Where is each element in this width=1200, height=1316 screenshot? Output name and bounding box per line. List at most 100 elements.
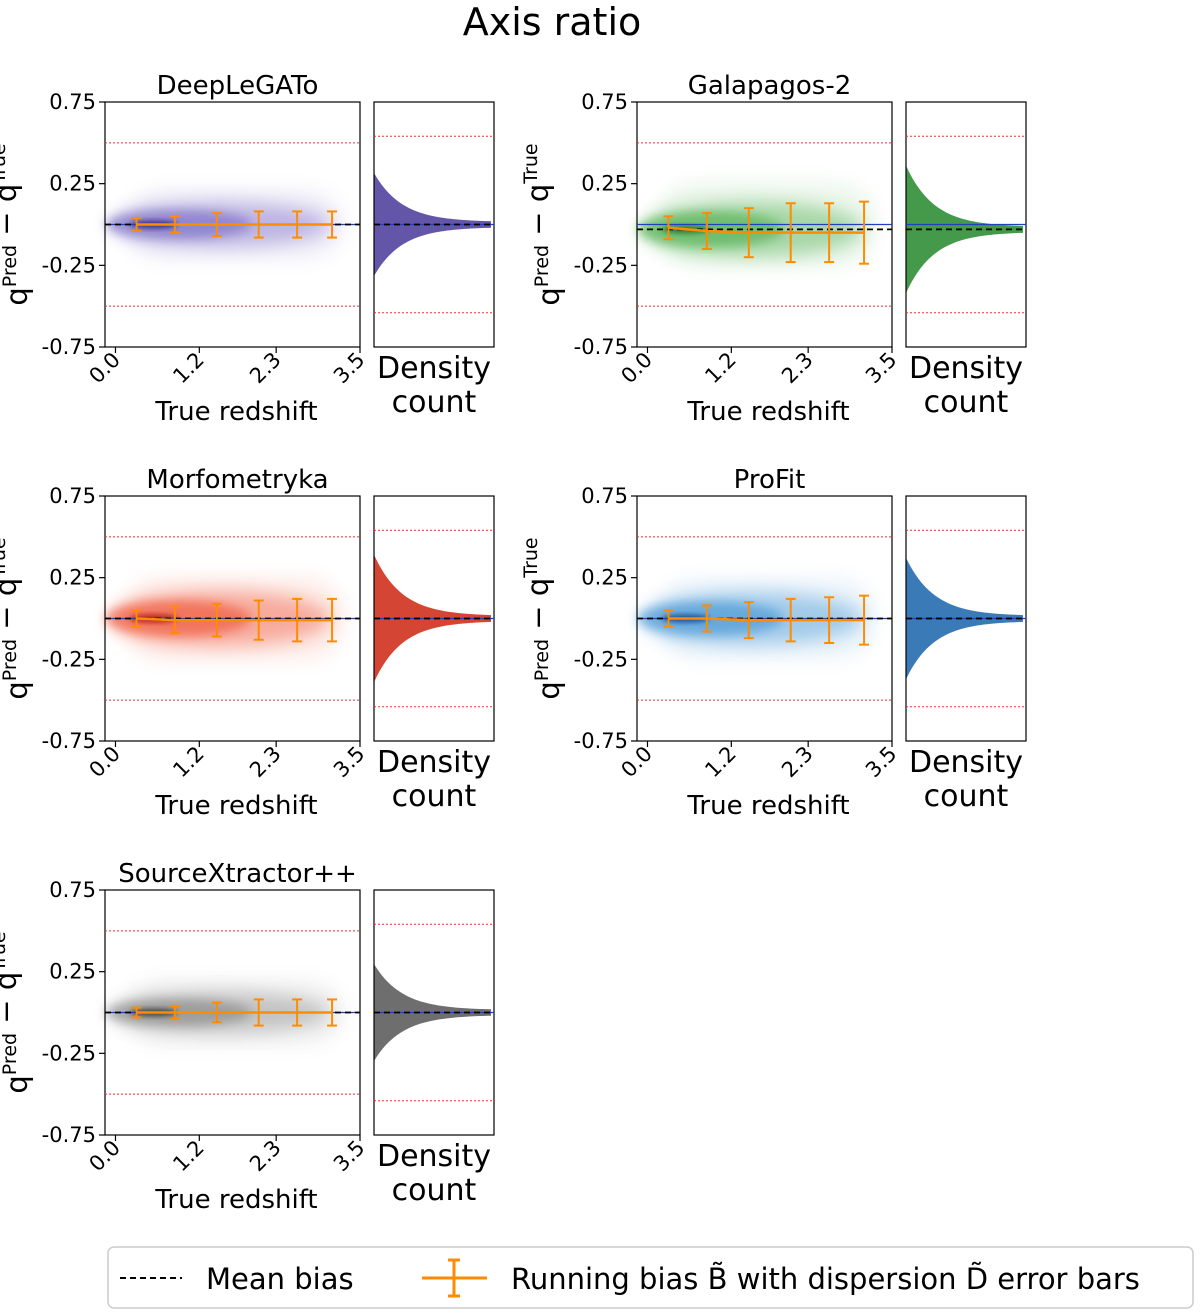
x-axis-label: True redshift	[154, 791, 317, 821]
y-tick-label: 0.25	[49, 566, 96, 590]
error-bar	[253, 998, 264, 1027]
figure-title: Axis ratio	[463, 0, 642, 44]
y-label-part: q	[0, 681, 34, 699]
y-tick-label: -0.75	[42, 1123, 96, 1147]
error-bar	[663, 215, 674, 241]
x-tick-label: 1.2	[700, 348, 741, 389]
error-bar	[292, 998, 303, 1027]
y-axis-label: qPred − qTrue	[0, 931, 34, 1093]
error-bar	[785, 202, 796, 264]
error-bar	[701, 212, 712, 250]
error-bar	[743, 207, 754, 259]
y-label-part: −	[0, 990, 23, 1033]
y-tick-label: -0.25	[574, 253, 628, 277]
y-label-superscript: Pred	[0, 245, 21, 287]
y-tick-label: -0.75	[42, 335, 96, 359]
y-label-part: q	[0, 184, 23, 202]
y-label-part: q	[532, 287, 566, 305]
y-label-superscript: Pred	[0, 639, 21, 681]
error-bar	[327, 998, 338, 1027]
y-tick-label: -0.25	[42, 1041, 96, 1065]
panel-title: ProFit	[734, 465, 806, 495]
x-axis-label: True redshift	[154, 397, 317, 427]
y-tick-label: 0.75	[49, 90, 96, 114]
panel-title: SourceXtractor++	[118, 859, 357, 889]
y-label-superscript: True	[0, 143, 10, 184]
x-tick-label: 2.3	[245, 348, 286, 389]
x-axis-label: True redshift	[686, 397, 849, 427]
y-tick-label: 0.75	[581, 484, 628, 508]
density-label-line2: count	[392, 779, 477, 814]
density-histogram	[906, 165, 1023, 294]
legend: Mean bias Running bias B̃ with dispersio…	[107, 1246, 1194, 1309]
error-bar	[169, 1004, 180, 1021]
error-bar	[327, 597, 338, 643]
y-label-part: q	[521, 578, 555, 596]
y-label-superscript: Pred	[0, 1033, 21, 1075]
y-tick-label: 0.25	[49, 960, 96, 984]
y-tick-label: 0.25	[581, 566, 628, 590]
legend-running-bias-swatch	[422, 1258, 487, 1298]
y-label-part: q	[521, 184, 555, 202]
y-label-part: −	[521, 202, 555, 245]
y-tick-label: 0.25	[581, 172, 628, 196]
x-tick-label: 1.2	[168, 742, 209, 783]
y-tick-label: 0.25	[49, 172, 96, 196]
y-axis-label: qPred − qTrue	[520, 537, 566, 699]
y-tick-label: -0.75	[42, 729, 96, 753]
error-bar	[211, 212, 222, 237]
panel-title: Morfometryka	[146, 465, 328, 495]
density-label-line2: count	[392, 385, 477, 420]
error-bar	[824, 202, 835, 264]
y-label-part: −	[521, 596, 555, 639]
y-label-part: −	[0, 596, 23, 639]
error-bar	[327, 210, 338, 239]
y-label-part: −	[0, 202, 23, 245]
density-histogram-shade	[906, 165, 1023, 294]
error-bar	[169, 215, 180, 234]
running-bias-line	[136, 617, 333, 622]
error-bar	[824, 596, 835, 644]
y-label-part: q	[0, 578, 23, 596]
legend-mean-bias-label: Mean bias	[206, 1262, 354, 1296]
x-tick-label: 3.5	[329, 1136, 370, 1177]
x-tick-label: 1.2	[168, 1136, 209, 1177]
y-tick-label: 0.75	[581, 90, 628, 114]
error-bar	[253, 210, 264, 239]
x-tick-label: 3.5	[329, 742, 370, 783]
error-bar	[743, 601, 754, 640]
density-label-line1: Density	[377, 351, 491, 386]
density-label-line2: count	[924, 779, 1009, 814]
x-tick-label: 2.3	[777, 742, 818, 783]
error-bar	[292, 597, 303, 643]
error-bar	[211, 602, 222, 638]
error-bar	[131, 1006, 142, 1019]
error-bar	[211, 1001, 222, 1024]
y-label-part: q	[532, 681, 566, 699]
error-bar	[131, 216, 142, 233]
error-bar	[292, 210, 303, 239]
legend-running-bias-label: Running bias B̃ with dispersion D̃ error…	[511, 1262, 1140, 1296]
density-label-line1: Density	[909, 745, 1023, 780]
x-tick-label: 3.5	[861, 348, 902, 389]
x-tick-label: 3.5	[861, 742, 902, 783]
panel-title: DeepLeGATo	[157, 71, 319, 101]
legend-frame	[107, 1246, 1194, 1309]
x-axis-label: True redshift	[686, 791, 849, 821]
density-cloud	[105, 979, 345, 1046]
panel-sourcextractor: SourceXtractor++0.750.25-0.25-0.750.0 1.2…	[0, 859, 495, 1215]
panel-title: Galapagos-2	[688, 71, 852, 101]
y-label-superscript: Pred	[531, 639, 553, 681]
y-label-part: q	[0, 972, 23, 990]
error-bar	[859, 594, 870, 646]
x-tick-label: 2.3	[245, 1136, 286, 1177]
x-tick-label: 2.3	[245, 742, 286, 783]
x-tick-label: 3.5	[329, 348, 370, 389]
panel-galapagos-2: Galapagos-20.750.25-0.25-0.750.0 1.2 2.3 3.…	[520, 71, 1027, 427]
y-label-superscript: Pred	[531, 245, 553, 287]
y-label-part: q	[0, 1075, 34, 1093]
